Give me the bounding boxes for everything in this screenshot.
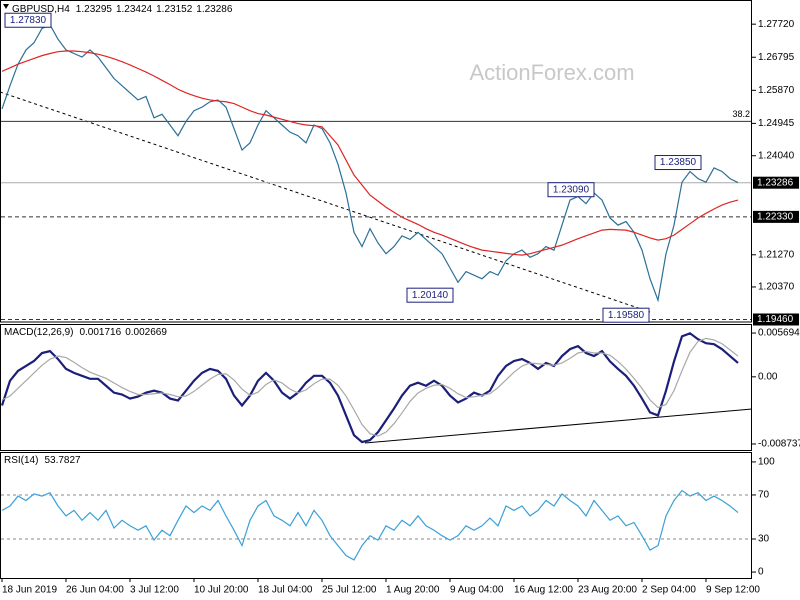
x-tick-label: 18 Jun 2019 — [2, 585, 57, 596]
x-tick-label: 25 Jul 12:00 — [322, 585, 377, 596]
series-line — [1, 24, 739, 303]
y-tick-label: 1.26795 — [758, 52, 795, 63]
header-value: 1.23152 — [156, 4, 193, 15]
header-value: 1.23286 — [196, 4, 233, 15]
price-tag-label: 1.22330 — [757, 212, 794, 223]
price-tag — [753, 313, 799, 326]
annotation-label: 1.20140 — [412, 290, 449, 301]
header-value: 0.001716 — [79, 327, 121, 338]
series-line — [1, 337, 739, 437]
price-tag — [753, 210, 799, 223]
annotation-box — [654, 155, 702, 171]
fib-label: 38.2 — [732, 109, 750, 119]
annotation-label: 1.23090 — [553, 184, 590, 195]
y-tick-label: 0.005694 — [758, 328, 800, 339]
x-tick-label: 1 Aug 20:00 — [386, 585, 440, 596]
series-line — [1, 489, 739, 561]
panel-title: RSI(14) — [4, 455, 38, 466]
x-tick-label: 3 Jul 12:00 — [130, 585, 179, 596]
panel-title: GBPUSD,H4 — [12, 4, 70, 15]
y-tick-label: 1.24945 — [758, 118, 795, 129]
y-tick-label: 0 — [758, 567, 764, 578]
header-icon — [3, 4, 9, 9]
macd-panel — [0, 324, 752, 451]
panel-header: GBPUSD,H4 1.23295 1.23424 1.23152 1.23286 — [12, 4, 233, 15]
y-tick-label: 1.20370 — [758, 282, 795, 293]
annotation-box — [602, 307, 650, 323]
annotation-label: 1.27830 — [10, 15, 47, 26]
panel-title: MACD(12,26,9) — [4, 327, 73, 338]
x-tick-label: 9 Sep 12:00 — [706, 585, 760, 596]
y-tick-label: 0.00 — [758, 371, 778, 382]
y-tick-label: 30 — [758, 534, 770, 545]
macd-trend-line — [364, 408, 753, 444]
series-line — [0, 332, 739, 444]
annotation-box — [406, 287, 454, 303]
series-line — [1, 50, 739, 256]
annotation-box — [547, 182, 595, 198]
price-tag — [753, 176, 799, 189]
x-tick-label: 2 Sep 04:00 — [642, 585, 696, 596]
annotation-box — [4, 12, 52, 28]
panel-header: RSI(14) 53.7827 — [4, 455, 81, 466]
header-value: 0.002669 — [125, 327, 167, 338]
annotation-label: 1.23850 — [660, 157, 697, 168]
y-tick-label: 1.27720 — [758, 19, 795, 30]
x-tick-label: 16 Aug 12:00 — [514, 585, 573, 596]
y-tick-label: -0.008737 — [758, 439, 800, 450]
x-tick-label: 26 Jun 04:00 — [66, 585, 124, 596]
y-tick-label: 70 — [758, 490, 770, 501]
price-tag-label: 1.19460 — [757, 314, 794, 325]
y-tick-label: 1.25870 — [758, 85, 795, 96]
trend-line — [0, 91, 651, 313]
header-value: 1.23295 — [76, 4, 113, 15]
header-value: 1.23424 — [116, 4, 153, 15]
y-tick-label: 100 — [758, 457, 775, 468]
rsi-panel — [0, 452, 752, 579]
price-panel — [0, 0, 752, 323]
x-tick-label: 18 Jul 04:00 — [258, 585, 313, 596]
x-tick-label: 10 Jul 20:00 — [194, 585, 249, 596]
x-tick-label: 9 Aug 04:00 — [450, 585, 504, 596]
watermark: ActionForex.com — [469, 60, 634, 85]
annotation-label: 1.19580 — [608, 310, 645, 321]
y-tick-label: 1.24040 — [758, 150, 795, 161]
header-value: 53.7827 — [44, 455, 81, 466]
y-tick-label: 1.21270 — [758, 249, 795, 260]
price-tag-label: 1.23286 — [757, 177, 794, 188]
x-tick-label: 23 Aug 20:00 — [578, 585, 637, 596]
panel-header: MACD(12,26,9) 0.001716 0.002669 — [4, 327, 167, 338]
